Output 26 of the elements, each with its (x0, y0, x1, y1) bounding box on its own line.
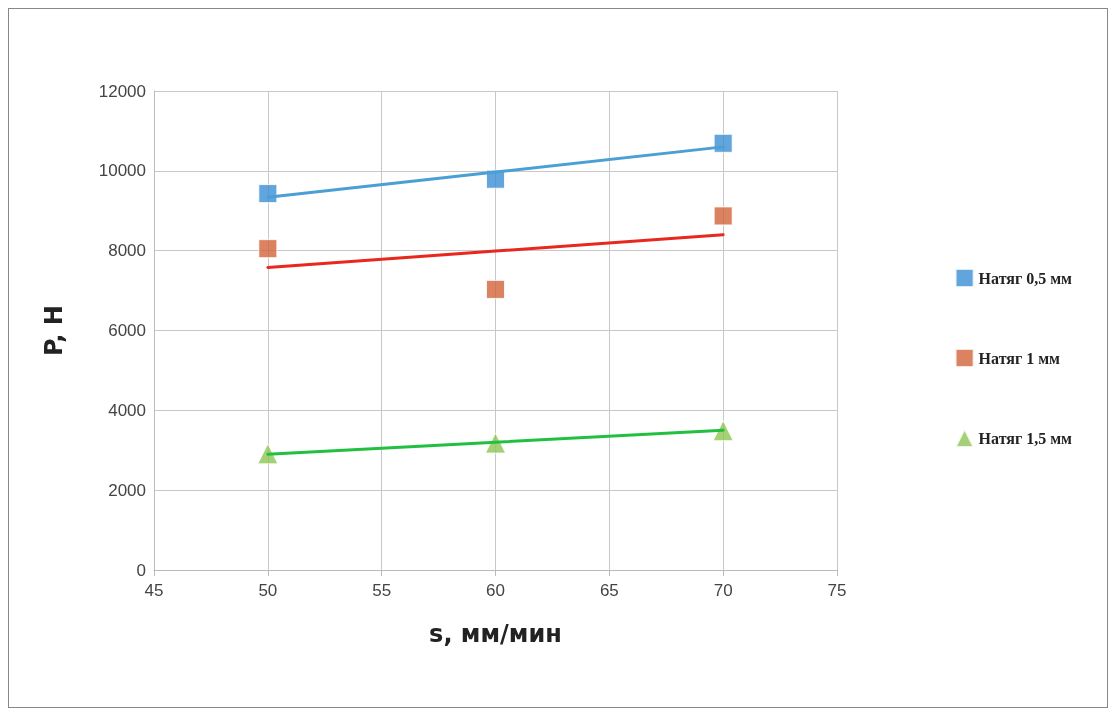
legend-label: Натяг 1,5 мм (978, 429, 1073, 447)
point (713, 133, 733, 153)
y-tick-label: 12000 (98, 81, 146, 101)
x-tick-label: 45 (144, 581, 164, 600)
x-tick-label: 50 (258, 581, 278, 600)
x-axis-title: s, мм/мин (429, 620, 562, 648)
point (257, 443, 279, 465)
x-tick-label: 60 (486, 581, 505, 600)
x-tick-label: 70 (713, 581, 733, 600)
point (258, 239, 278, 259)
point (712, 420, 734, 442)
legend-label: Натяг 1 мм (978, 349, 1061, 367)
point (713, 206, 733, 226)
y-tick-label: 6000 (108, 321, 146, 340)
y-tick-label: 2000 (108, 480, 146, 500)
y-tick-label: 8000 (108, 241, 146, 261)
y-tick-label: 0 (136, 560, 146, 580)
x-tick-label: 75 (827, 581, 847, 600)
point (258, 184, 278, 204)
x-tick-label: 65 (599, 581, 619, 600)
point (486, 279, 505, 299)
x-tick-label: 55 (372, 581, 392, 600)
legend-label: Натяг 0,5 мм (978, 269, 1073, 287)
y-axis-title: P, Н (40, 305, 68, 356)
y-tick-label: 10000 (98, 161, 146, 181)
y-tick-label: 4000 (108, 400, 146, 420)
